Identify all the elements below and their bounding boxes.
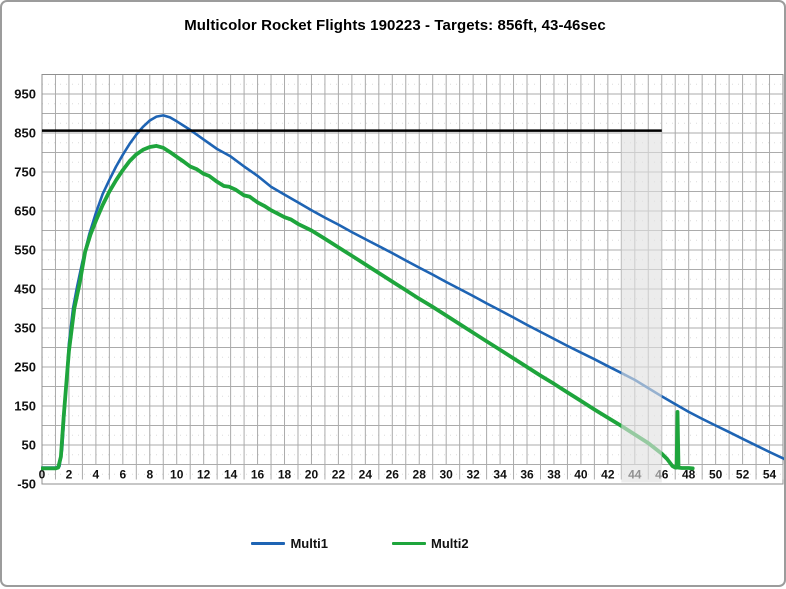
x-tick-label: 2	[66, 468, 73, 482]
x-tick-label: 34	[493, 468, 507, 482]
x-tick-label: 50	[709, 468, 723, 482]
minor-gridlines	[42, 83, 783, 475]
y-tick-label: 250	[14, 360, 36, 375]
legend-label-multi2: Multi2	[431, 536, 469, 551]
x-tick-label: 6	[119, 468, 126, 482]
multi2-line-icon	[392, 541, 426, 546]
x-tick-label: 22	[332, 468, 346, 482]
x-tick-label: 36	[520, 468, 534, 482]
x-tick-label: 28	[413, 468, 427, 482]
y-tick-label: 550	[14, 243, 36, 258]
x-tick-label: 54	[763, 468, 777, 482]
y-tick-label: 850	[14, 126, 36, 141]
x-tick-labels: 0 2 4 6 8 10 12 14 16 18 20 22 24 26 28 30 32 34 36 38 40 42 4…	[39, 468, 777, 482]
legend-item-multi1: Multi1	[251, 536, 328, 551]
x-tick-label: 42	[601, 468, 615, 482]
legend: Multi1 Multi2	[2, 536, 718, 551]
x-tick-label: 52	[736, 468, 750, 482]
x-tick-label: 32	[466, 468, 480, 482]
x-tick-label: 38	[547, 468, 561, 482]
x-tick-label: 18	[278, 468, 292, 482]
x-tick-label: 4	[93, 468, 100, 482]
y-tick-label: 150	[14, 399, 36, 414]
y-tick-label: 950	[14, 87, 36, 102]
series-multi1	[41, 114, 784, 469]
gridlines	[41, 74, 784, 485]
y-tick-label: 650	[14, 204, 36, 219]
target-time-band	[621, 132, 662, 483]
x-tick-label: 10	[170, 468, 184, 482]
x-tick-label: 30	[440, 468, 454, 482]
x-tick-label: 12	[197, 468, 211, 482]
y-tick-label: 350	[14, 321, 36, 336]
legend-item-multi2: Multi2	[392, 536, 469, 551]
x-tick-label: 26	[386, 468, 400, 482]
series-multi2	[41, 143, 695, 471]
y-tick-labels: -50 50 150 250 350 450 550 650 750 850 950	[14, 87, 36, 492]
x-tick-label: 0	[39, 468, 46, 482]
multi1-line-icon	[251, 542, 286, 545]
x-tick-label: 48	[682, 468, 696, 482]
x-tick-label: 20	[305, 468, 319, 482]
plot-border	[41, 74, 784, 485]
x-tick-label: 14	[224, 468, 238, 482]
y-tick-label: 750	[14, 165, 36, 180]
y-tick-label: 50	[22, 438, 36, 453]
x-tick-label: 40	[574, 468, 588, 482]
chart-title: Multicolor Rocket Flights 190223 - Targe…	[184, 17, 606, 34]
x-tick-label: 8	[146, 468, 153, 482]
legend-label-multi1: Multi1	[290, 536, 328, 551]
y-tick-label: 450	[14, 282, 36, 297]
x-tick-label: 16	[251, 468, 265, 482]
x-tick-label: 24	[359, 468, 373, 482]
y-tick-label: -50	[17, 477, 36, 492]
